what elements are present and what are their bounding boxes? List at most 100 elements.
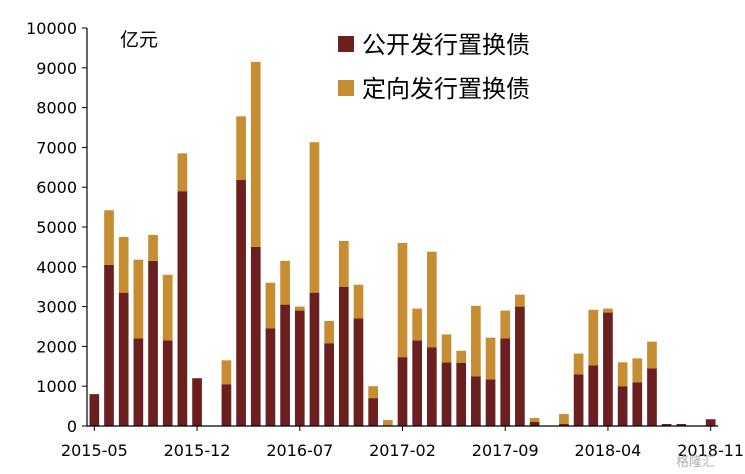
bar-private-2016-10: [338, 240, 349, 287]
bar-public-2017-04: [427, 347, 437, 426]
bar-private-2016-07: [294, 306, 305, 311]
bar-public-2016-09: [324, 343, 334, 426]
bar-private-2017-11: [529, 418, 540, 423]
bar-public-2017-09: [500, 338, 511, 426]
legend-label-private: 定向发行置换债: [362, 75, 530, 103]
bar-private-2018-04: [603, 308, 613, 313]
bar-private-2018-06: [632, 358, 643, 383]
bar-public-2017-11: [529, 422, 540, 426]
bar-private-2018-02: [573, 353, 584, 375]
bar-public-2018-09: [676, 424, 687, 426]
bar-private-2016-02: [221, 360, 232, 385]
bar-private-2016-05: [265, 282, 276, 329]
bar-public-2016-10: [338, 286, 349, 426]
x-tick-label: 2017-09: [472, 441, 539, 460]
bar-public-2017-07: [471, 376, 481, 426]
bar-public-2016-12: [368, 398, 378, 426]
unit-label: 亿元: [120, 29, 158, 51]
legend: 公开发行置换债 定向发行置换债: [338, 31, 530, 103]
bar-public-2017-08: [485, 379, 496, 426]
bar-private-2016-08: [309, 142, 320, 293]
y-tick-label: 3000: [36, 298, 77, 317]
y-axis: 0 1000 2000 3000 4000 5000 6000 7000 8000 9000 100…: [26, 19, 88, 436]
y-tick-label: 9000: [36, 59, 77, 78]
bar-private-2018-01: [559, 414, 569, 425]
bar-private-2015-10: [162, 274, 173, 341]
bar-public-2015-10: [162, 340, 173, 426]
y-tick-label: 10000: [26, 19, 77, 38]
bar-private-2017-05: [441, 334, 452, 363]
bar-public-2016-04: [250, 246, 261, 426]
bar-private-2017-04: [427, 251, 437, 348]
y-tick-label: 5000: [36, 218, 77, 237]
bar-public-2018-03: [588, 365, 599, 426]
bar-private-2017-08: [485, 337, 496, 380]
y-tick-label: 6000: [36, 178, 77, 197]
bar-public-2015-07: [118, 292, 129, 426]
bar-private-2015-09: [148, 234, 158, 261]
bar-public-2018-05: [617, 386, 628, 426]
bar-private-2017-10: [515, 294, 525, 307]
bar-public-2015-08: [133, 338, 144, 426]
bar-public-2016-11: [353, 318, 364, 426]
bar-private-2018-05: [617, 362, 628, 387]
bar-private-2017-03: [412, 308, 423, 341]
bar-public-2015-09: [148, 260, 158, 426]
bar-private-2017-02: [397, 242, 408, 358]
bar-private-2017-09: [500, 310, 511, 339]
bar-public-2018-06: [632, 382, 643, 426]
bar-public-2017-06: [456, 362, 467, 426]
bar-public-2015-05: [89, 394, 100, 426]
bar-private-2016-04: [250, 61, 261, 247]
watermark: 格隆汇: [676, 454, 715, 470]
bar-private-2016-12: [368, 386, 378, 399]
bar-private-2017-07: [471, 305, 481, 377]
legend-label-public: 公开发行置换债: [362, 31, 530, 59]
x-tick-label: 2018-04: [575, 441, 642, 460]
bar-private-2016-11: [353, 284, 364, 319]
bars-group: [89, 61, 716, 426]
bar-private-2015-08: [133, 259, 144, 339]
bar-private-2017-06: [456, 350, 467, 363]
bar-public-2016-07: [294, 310, 305, 426]
legend-swatch-private: [338, 80, 354, 96]
bar-private-2015-06: [104, 210, 114, 265]
bar-public-2016-08: [309, 292, 320, 426]
y-tick-label: 7000: [36, 138, 77, 157]
bar-public-2018-11: [705, 419, 716, 426]
bar-private-2015-07: [118, 236, 129, 293]
x-tick-label: 2015-12: [164, 441, 231, 460]
bar-private-2017-01: [382, 420, 393, 426]
bar-public-2015-06: [104, 264, 114, 426]
bar-private-2018-03: [588, 309, 599, 366]
bar-private-2016-03: [236, 116, 246, 181]
bar-private-2016-06: [280, 260, 290, 305]
bar-public-2015-12: [192, 378, 202, 426]
bar-public-2016-03: [236, 180, 246, 426]
x-tick-label: 2017-02: [369, 441, 436, 460]
y-tick-label: 8000: [36, 99, 77, 118]
y-tick-label: 1000: [36, 377, 77, 396]
y-tick-label: 2000: [36, 337, 77, 356]
bar-public-2018-02: [573, 374, 584, 426]
x-tick-label: 2018-11: [677, 441, 744, 460]
bar-public-2016-05: [265, 328, 276, 426]
y-tick-label: 0: [67, 417, 77, 436]
x-tick-label: 2016-07: [266, 441, 333, 460]
x-axis: 2015-05 2015-12 2016-07 2017-02 2017-09 2018-…: [61, 425, 744, 460]
bar-public-2017-10: [515, 306, 525, 426]
bar-public-2017-03: [412, 340, 423, 426]
bar-public-2016-06: [280, 304, 290, 426]
bar-public-2018-01: [559, 424, 569, 426]
y-tick-label: 4000: [36, 258, 77, 277]
bar-public-2016-02: [221, 384, 232, 426]
legend-swatch-public: [338, 36, 354, 52]
bar-private-2016-09: [324, 320, 334, 344]
bar-private-2015-11: [177, 153, 188, 192]
bar-public-2015-11: [177, 191, 188, 426]
x-tick-label: 2015-05: [61, 441, 128, 460]
bar-public-2017-05: [441, 362, 452, 426]
bar-public-2018-08: [661, 424, 672, 426]
bar-public-2018-04: [603, 312, 613, 426]
